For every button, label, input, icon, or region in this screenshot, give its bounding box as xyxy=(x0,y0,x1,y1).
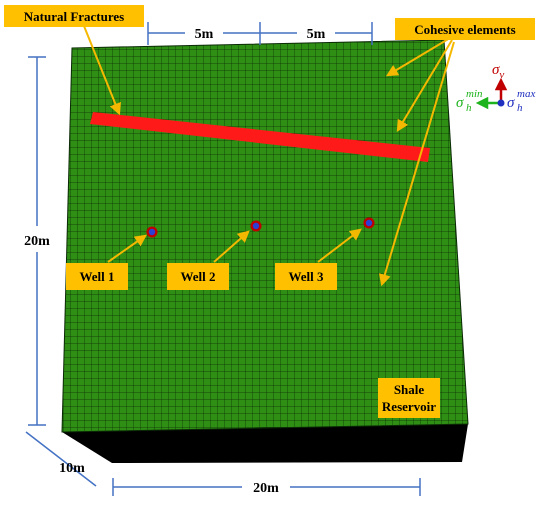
block-base xyxy=(62,424,468,463)
callout-well-1: Well 1 xyxy=(66,263,128,290)
dimension-lines xyxy=(25,22,421,496)
arrow-cohesive-1 xyxy=(385,37,451,77)
arrow-natural-fractures xyxy=(83,25,121,116)
wells xyxy=(146,217,375,238)
sigma-h-max-sub: h xyxy=(517,102,523,114)
callout-well-2-label: Well 2 xyxy=(180,269,215,284)
arrow-well-1 xyxy=(107,234,147,263)
sigma-h-max-sup: max xyxy=(517,88,535,100)
callout-well-3-label: Well 3 xyxy=(288,269,324,284)
arrow-cohesive-2 xyxy=(396,39,453,133)
arrow-cohesive-3 xyxy=(378,41,455,287)
callout-natural-fractures-label: Natural Fractures xyxy=(24,9,124,24)
callout-cohesive-elements: Cohesive elements xyxy=(395,18,535,40)
stress-axes: σv σ min h σ max h xyxy=(456,62,535,114)
reservoir-block xyxy=(61,39,469,463)
dim-depth-line xyxy=(25,431,97,487)
natural-fracture xyxy=(90,112,430,162)
arrow-well-2 xyxy=(213,230,250,263)
callout-shale-reservoir: Shale Reservoir xyxy=(378,378,440,418)
callout-well-2: Well 2 xyxy=(167,263,229,290)
dim-top-right-label: 5m xyxy=(307,27,326,42)
well-2-marker xyxy=(250,220,262,232)
callout-well-3: Well 3 xyxy=(275,263,337,290)
dim-width-label: 20m xyxy=(253,481,279,496)
dim-depth-label: 10m xyxy=(59,461,85,476)
arrow-well-3 xyxy=(317,228,362,263)
sigma-h-max-dot xyxy=(497,99,505,107)
callout-shale-line2: Reservoir xyxy=(382,399,436,414)
callout-cohesive-elements-label: Cohesive elements xyxy=(414,22,515,37)
sigma-h-min-label: σ xyxy=(456,95,464,111)
callout-natural-fractures: Natural Fractures xyxy=(4,5,144,27)
sigma-h-min-sub: h xyxy=(466,102,472,114)
dim-height-label: 20m xyxy=(24,234,50,249)
mesh-surface xyxy=(61,39,469,433)
sigma-h-max-label: σ xyxy=(507,95,515,111)
callout-arrows xyxy=(83,25,455,287)
callout-shale-line1: Shale xyxy=(394,382,425,397)
well-1-marker xyxy=(146,226,158,238)
well-3-marker xyxy=(363,217,375,229)
sigma-v-label: σv xyxy=(492,62,504,81)
dim-top-left-label: 5m xyxy=(195,27,214,42)
sigma-h-min-sup: min xyxy=(466,88,483,100)
callout-well-1-label: Well 1 xyxy=(79,269,114,284)
